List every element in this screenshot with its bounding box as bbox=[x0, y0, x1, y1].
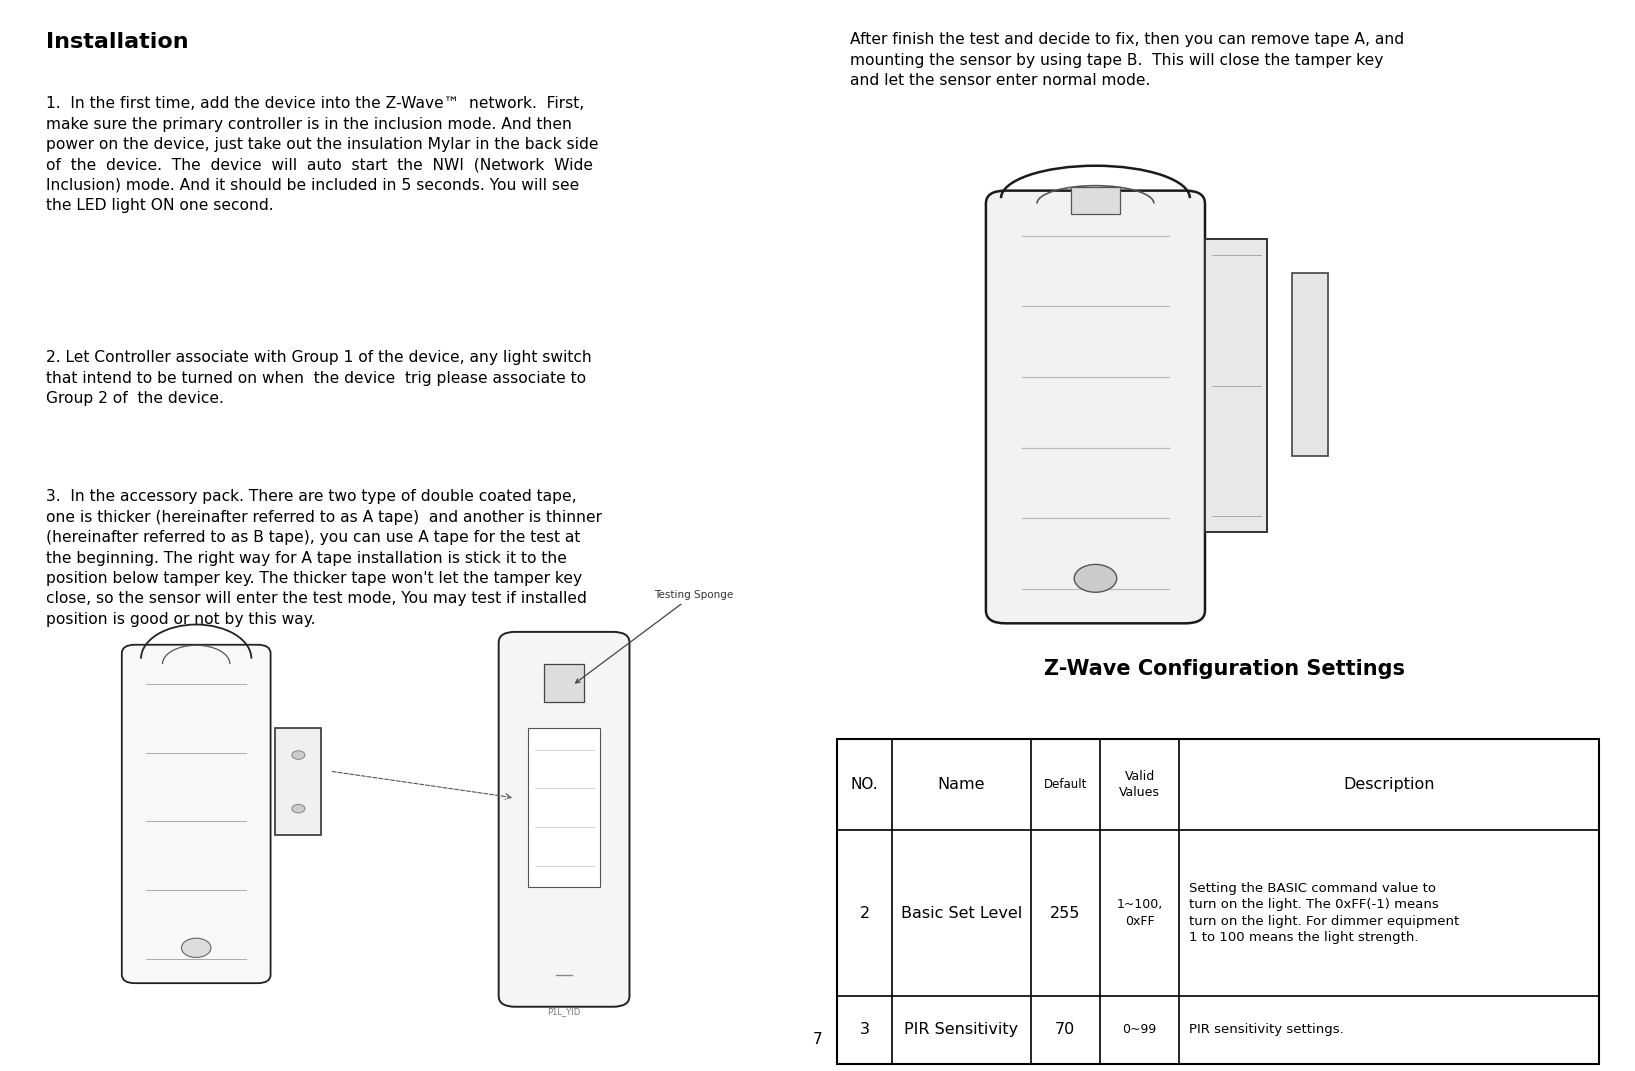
Text: Name: Name bbox=[937, 776, 984, 793]
Text: Description: Description bbox=[1344, 776, 1436, 793]
Bar bbox=[1205, 239, 1267, 532]
Text: Setting the BASIC command value to
turn on the light. The 0xFF(-1) means
turn on: Setting the BASIC command value to turn … bbox=[1189, 881, 1460, 945]
Text: Z-Wave Configuration Settings: Z-Wave Configuration Settings bbox=[1045, 659, 1404, 679]
Bar bbox=[544, 664, 584, 702]
Text: 2. Let Controller associate with Group 1 of the device, any light switch
that in: 2. Let Controller associate with Group 1… bbox=[46, 350, 592, 406]
Circle shape bbox=[291, 751, 306, 759]
Circle shape bbox=[181, 938, 211, 957]
Text: Basic Set Level: Basic Set Level bbox=[901, 905, 1022, 921]
Text: 1.  In the first time, add the device into the Z-Wave™  network.  First,
make su: 1. In the first time, add the device int… bbox=[46, 96, 598, 213]
Bar bbox=[1292, 272, 1328, 456]
Text: Valid
Values: Valid Values bbox=[1120, 770, 1161, 799]
Text: 7: 7 bbox=[813, 1032, 822, 1047]
Circle shape bbox=[1074, 564, 1117, 592]
Bar bbox=[837, 739, 1599, 1064]
Text: PIR Sensitivity: PIR Sensitivity bbox=[904, 1022, 1019, 1038]
FancyBboxPatch shape bbox=[499, 632, 629, 1007]
Text: 70: 70 bbox=[1055, 1022, 1076, 1038]
Text: Installation: Installation bbox=[46, 32, 188, 52]
Text: Testing Sponge: Testing Sponge bbox=[576, 590, 732, 683]
FancyBboxPatch shape bbox=[121, 645, 271, 983]
Text: P1L_YID: P1L_YID bbox=[548, 1007, 580, 1015]
Text: NO.: NO. bbox=[850, 776, 878, 793]
Text: 1~100,
0xFF: 1~100, 0xFF bbox=[1117, 899, 1162, 927]
Text: Default: Default bbox=[1043, 778, 1087, 791]
Text: 2: 2 bbox=[860, 905, 870, 921]
Text: 3: 3 bbox=[860, 1022, 870, 1038]
Bar bbox=[275, 728, 320, 835]
FancyBboxPatch shape bbox=[986, 191, 1205, 623]
Text: 255: 255 bbox=[1050, 905, 1081, 921]
Text: 3.  In the accessory pack. There are two type of double coated tape,
one is thic: 3. In the accessory pack. There are two … bbox=[46, 489, 602, 627]
Bar bbox=[528, 728, 600, 887]
Text: PIR sensitivity settings.: PIR sensitivity settings. bbox=[1189, 1023, 1344, 1037]
Text: 0~99: 0~99 bbox=[1123, 1023, 1156, 1037]
Text: After finish the test and decide to fix, then you can remove tape A, and
mountin: After finish the test and decide to fix,… bbox=[850, 32, 1404, 88]
Bar bbox=[1071, 187, 1120, 214]
Circle shape bbox=[291, 804, 306, 813]
